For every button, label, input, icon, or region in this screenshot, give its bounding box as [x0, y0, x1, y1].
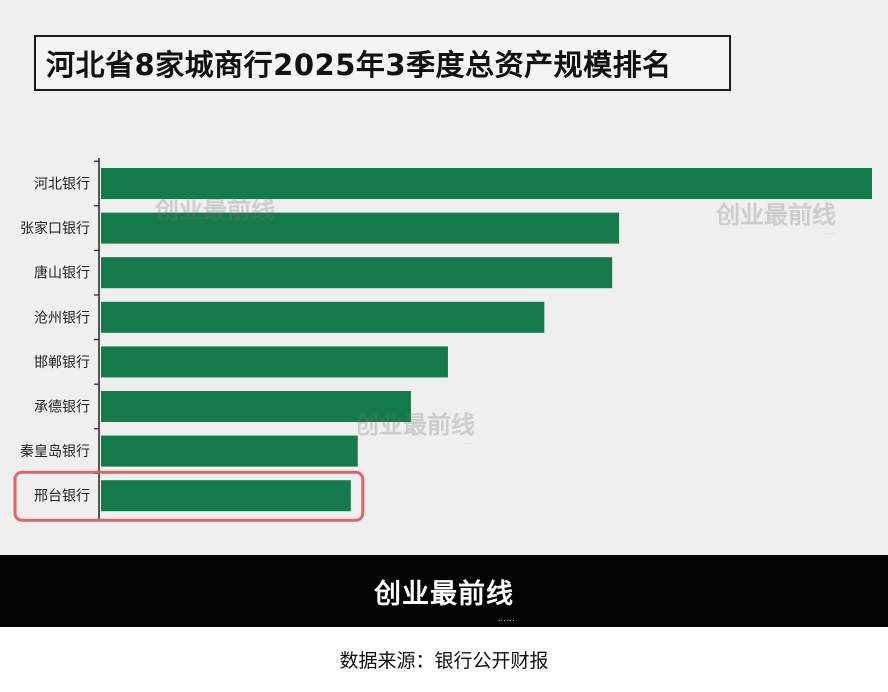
highlight-box	[13, 470, 365, 522]
bar-5	[101, 391, 411, 422]
watermark-3: 创业最前线……	[355, 411, 475, 446]
bar-0	[101, 168, 872, 199]
footer-band: 创业最前线……	[0, 555, 888, 627]
chart-title-box: 河北省8家城商行2025年3季度总资产规模排名	[34, 35, 731, 91]
watermark-2: 创业最前线……	[716, 201, 836, 236]
category-label: 唐山银行	[34, 265, 90, 282]
bar-4	[101, 346, 448, 378]
bar-3	[101, 301, 545, 333]
bar-1	[101, 212, 620, 244]
category-label: 秦皇岛银行	[20, 444, 90, 460]
category-label: 邢台银行	[34, 489, 90, 505]
chart-title: 河北省8家城商行2025年3季度总资产规模排名	[46, 48, 672, 82]
watermark-1: 创业最前线……	[155, 196, 275, 231]
category-label: 张家口银行	[20, 220, 90, 237]
category-label: 沧州银行	[34, 309, 90, 326]
data-source: 数据来源：银行公开财报	[339, 650, 549, 672]
bar-2	[101, 257, 613, 289]
category-label: 承德银行	[34, 400, 90, 416]
bar-7	[101, 480, 351, 512]
category-label: 邯郸银行	[34, 355, 90, 371]
footer-logo: 创业最前线……	[374, 578, 516, 623]
category-label: 河北银行	[34, 177, 90, 193]
bar-6	[101, 435, 358, 467]
